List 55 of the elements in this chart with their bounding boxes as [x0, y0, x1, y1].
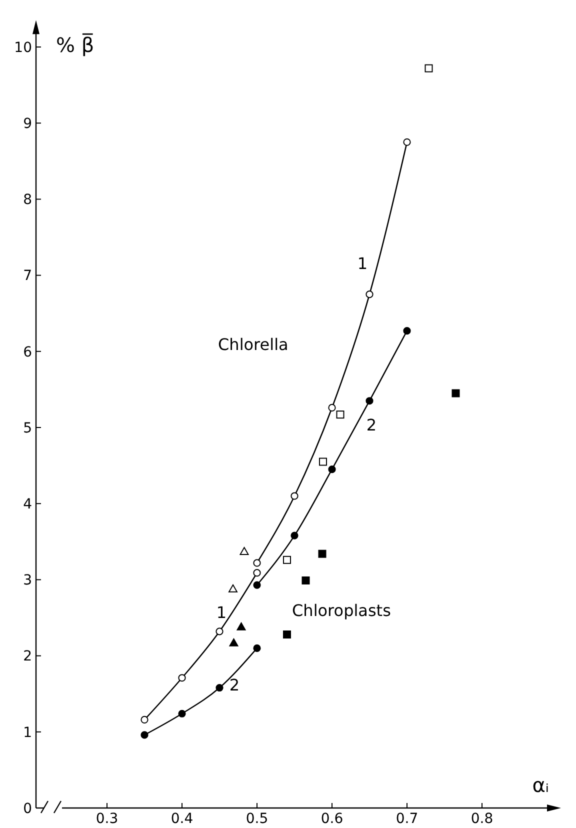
point [236, 622, 246, 630]
point [452, 389, 460, 398]
series-label: 2 [366, 415, 377, 434]
point [253, 644, 261, 652]
y-tick-label: 2 [23, 648, 32, 665]
point [290, 492, 298, 500]
point [328, 404, 336, 412]
point [229, 638, 238, 646]
point [319, 458, 327, 466]
y-tick-label: 5 [23, 420, 32, 436]
y-tick-label: 1 [23, 724, 32, 741]
x-tick-label: 0.8 [470, 811, 494, 827]
point [403, 327, 411, 335]
annotation: Chlorella [218, 335, 288, 354]
x-tick-label: 0.3 [96, 811, 118, 827]
y-tick-label: 4 [23, 496, 32, 512]
point [336, 410, 344, 419]
x-tick-label: 0.7 [396, 811, 418, 827]
point [178, 710, 186, 718]
y-tick-label: 3 [23, 572, 32, 589]
x-tick-label: 0.6 [320, 811, 344, 827]
series-label: 1 [357, 254, 368, 273]
point [240, 547, 249, 556]
x-tick-label: 0.5 [246, 811, 268, 827]
point [302, 576, 310, 584]
y-tick-label: 8 [23, 192, 32, 208]
y-tick-label: 7 [23, 268, 32, 284]
y-tick-label: 6 [23, 344, 32, 360]
point [216, 628, 224, 636]
point [318, 550, 326, 558]
point [140, 716, 148, 724]
point [366, 397, 374, 405]
point [366, 290, 374, 298]
y-axis-title: % β̅ [56, 32, 94, 57]
point [403, 138, 411, 146]
annotation: Chloroplasts [292, 601, 391, 620]
x-tick-label: 0.4 [170, 811, 194, 827]
y-tick-label: 10 [14, 40, 32, 56]
point [178, 674, 186, 682]
series-label: 2 [229, 675, 240, 694]
y-tick-label: 0 [23, 800, 32, 817]
point [228, 584, 238, 592]
point [283, 630, 291, 638]
point [328, 466, 336, 474]
point [253, 581, 261, 589]
point [140, 731, 148, 739]
point [253, 559, 261, 567]
point [424, 64, 433, 72]
point [253, 569, 261, 577]
point [216, 684, 224, 692]
y-tick-label: 9 [23, 116, 32, 132]
point [283, 556, 291, 564]
point [290, 532, 298, 540]
x-axis-title: αᵢ [532, 773, 549, 797]
series-label: 1 [216, 603, 227, 622]
